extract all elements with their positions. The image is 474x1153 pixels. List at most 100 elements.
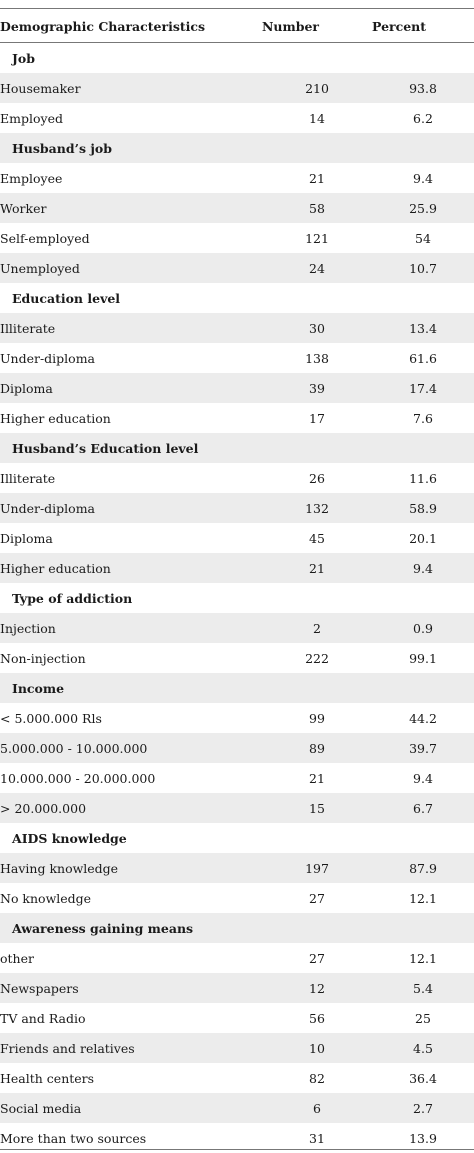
row-number: 21 <box>262 553 372 583</box>
table-header-row: Demographic Characteristics Number Perce… <box>0 10 474 43</box>
row-number: 15 <box>262 793 372 823</box>
row-number: 222 <box>262 643 372 673</box>
row-label: Non-injection <box>0 643 262 673</box>
row-label: Employed <box>0 103 262 133</box>
row-percent: 2.7 <box>372 1093 474 1123</box>
row-number: 17 <box>262 403 372 433</box>
row-percent: 12.1 <box>372 943 474 973</box>
table-top-rule <box>0 8 474 9</box>
demographics-table: Demographic Characteristics Number Perce… <box>0 10 474 1153</box>
row-label: Illiterate <box>0 313 262 343</box>
section-header-row: Job <box>0 43 474 74</box>
row-percent: 54 <box>372 223 474 253</box>
section-header-row: Awareness gaining means <box>0 913 474 943</box>
section-header-row: AIDS knowledge <box>0 823 474 853</box>
row-number: 10 <box>262 1033 372 1063</box>
section-title: Type of addiction <box>0 583 474 613</box>
header-percent: Percent <box>372 10 474 43</box>
row-label: Illiterate <box>0 463 262 493</box>
row-percent: 99.1 <box>372 643 474 673</box>
section-title: Husband’s job <box>0 133 474 163</box>
row-label: 5.000.000 - 10.000.000 <box>0 733 262 763</box>
row-label: Under-diploma <box>0 493 262 523</box>
row-label: Social media <box>0 1093 262 1123</box>
row-percent: 7.6 <box>372 403 474 433</box>
section-title: AIDS knowledge <box>0 823 474 853</box>
row-number: 132 <box>262 493 372 523</box>
row-number: 27 <box>262 883 372 913</box>
row-number: 56 <box>262 1003 372 1033</box>
row-label: > 20.000.000 <box>0 793 262 823</box>
row-percent: 10.7 <box>372 253 474 283</box>
row-number: 138 <box>262 343 372 373</box>
row-percent: 25 <box>372 1003 474 1033</box>
row-label: No knowledge <box>0 883 262 913</box>
row-percent: 9.4 <box>372 553 474 583</box>
row-number: 99 <box>262 703 372 733</box>
row-percent: 9.4 <box>372 763 474 793</box>
row-label: 10.000.000 - 20.000.000 <box>0 763 262 793</box>
row-label: < 5.000.000 Rls <box>0 703 262 733</box>
row-percent: 58.9 <box>372 493 474 523</box>
section-header-row: Husband’s Education level <box>0 433 474 463</box>
row-number: 21 <box>262 763 372 793</box>
row-number: 12 <box>262 973 372 1003</box>
row-number: 26 <box>262 463 372 493</box>
row-number: 2 <box>262 613 372 643</box>
row-number: 210 <box>262 73 372 103</box>
row-label: Having knowledge <box>0 853 262 883</box>
row-percent: 25.9 <box>372 193 474 223</box>
row-percent: 6.2 <box>372 103 474 133</box>
section-header-row: Type of addiction <box>0 583 474 613</box>
row-number: 14 <box>262 103 372 133</box>
section-title: Income <box>0 673 474 703</box>
row-number: 121 <box>262 223 372 253</box>
section-header-row: Husband’s job <box>0 133 474 163</box>
section-title: Awareness gaining means <box>0 913 474 943</box>
row-label: TV and Radio <box>0 1003 262 1033</box>
header-label: Demographic Characteristics <box>0 10 262 43</box>
row-label: Employee <box>0 163 262 193</box>
row-label: Newspapers <box>0 973 262 1003</box>
row-percent: 0.9 <box>372 613 474 643</box>
row-number: 58 <box>262 193 372 223</box>
row-number: 27 <box>262 943 372 973</box>
section-header-row: Income <box>0 673 474 703</box>
row-label: Injection <box>0 613 262 643</box>
row-label: Health centers <box>0 1063 262 1093</box>
row-label: Higher education <box>0 553 262 583</box>
row-percent: 61.6 <box>372 343 474 373</box>
row-label: Under-diploma <box>0 343 262 373</box>
row-percent: 9.4 <box>372 163 474 193</box>
row-percent: 11.6 <box>372 463 474 493</box>
row-number: 30 <box>262 313 372 343</box>
row-percent: 13.4 <box>372 313 474 343</box>
section-title: Job <box>0 43 474 74</box>
row-number: 6 <box>262 1093 372 1123</box>
header-number: Number <box>262 10 372 43</box>
row-number: 45 <box>262 523 372 553</box>
row-percent: 93.8 <box>372 73 474 103</box>
row-percent: 87.9 <box>372 853 474 883</box>
row-number: 82 <box>262 1063 372 1093</box>
row-label: Unemployed <box>0 253 262 283</box>
row-percent: 17.4 <box>372 373 474 403</box>
